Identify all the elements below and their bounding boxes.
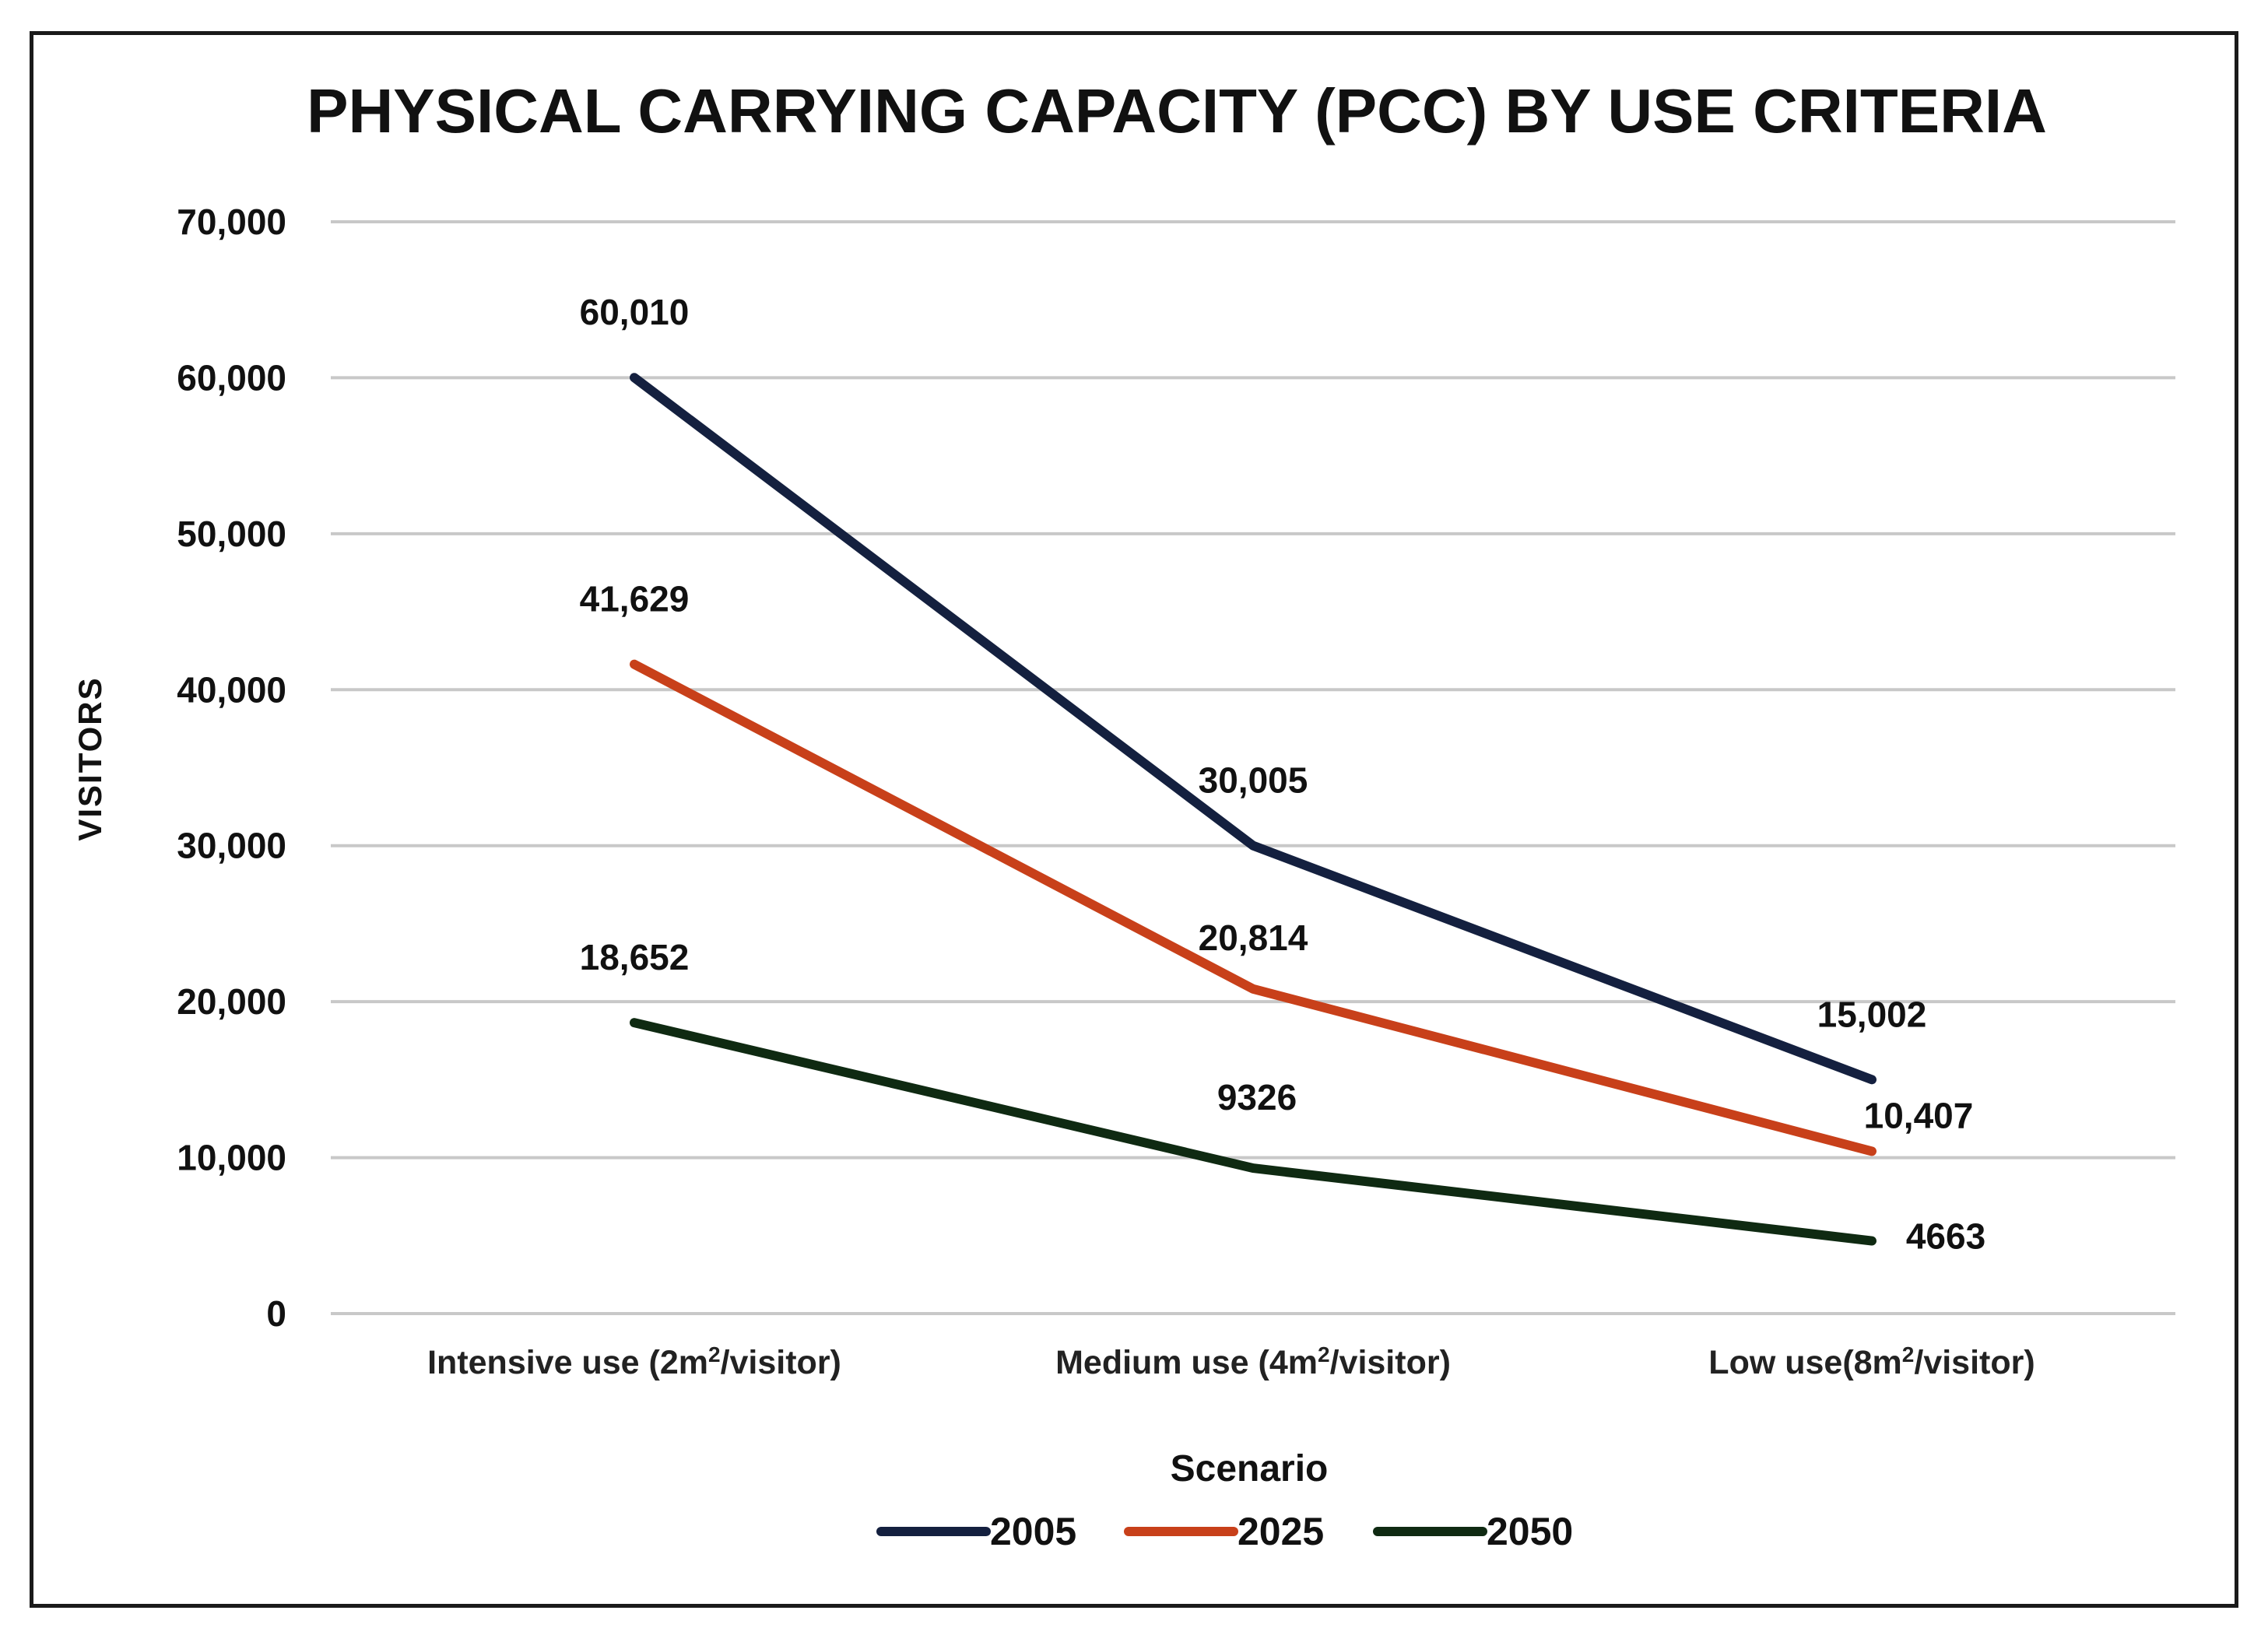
- y-tick-label: 30,000: [177, 826, 286, 866]
- y-tick-label: 10,000: [177, 1138, 286, 1178]
- chart-title: PHYSICAL CARRYING CAPACITY (PCC) BY USE …: [307, 76, 2047, 146]
- legend: 2005 2025 2050: [876, 1510, 1573, 1553]
- x-category-label: Intensive use (2m2/visitor): [427, 1342, 841, 1382]
- data-labels: 60,010 30,005 15,002 41,629 20,814 10,407 18,6…: [580, 292, 1986, 1256]
- data-label: 30,005: [1199, 760, 1308, 801]
- series-line-2050: [630, 1018, 1877, 1246]
- data-label: 4663: [1906, 1216, 1985, 1257]
- data-label: 41,629: [580, 579, 690, 619]
- series-line-2025: [630, 659, 1877, 1156]
- series-line-2005: [630, 373, 1877, 1085]
- x-category-label: Low use(8m2/visitor): [1708, 1342, 2035, 1382]
- x-axis-categories: Intensive use (2m2/visitor) Medium use (4…: [427, 1342, 2035, 1382]
- x-category-label: Medium use (4m2/visitor): [1055, 1342, 1451, 1382]
- y-tick-label: 50,000: [177, 514, 286, 554]
- y-tick-label: 0: [266, 1293, 286, 1334]
- data-label: 20,814: [1199, 917, 1308, 958]
- legend-label-2005: 2005: [990, 1510, 1076, 1553]
- series-lines: [630, 373, 1877, 1246]
- y-tick-label: 20,000: [177, 981, 286, 1022]
- y-tick-label: 40,000: [177, 669, 286, 710]
- y-axis-title: VISITORS: [72, 676, 108, 840]
- y-tick-label: 60,000: [177, 357, 286, 398]
- data-label: 9326: [1217, 1077, 1297, 1117]
- legend-title: Scenario: [1171, 1448, 1329, 1489]
- data-label: 60,010: [580, 292, 690, 332]
- gridlines: [331, 220, 2175, 1315]
- legend-label-2050: 2050: [1487, 1510, 1573, 1553]
- chart-frame: [30, 31, 2238, 1608]
- y-tick-label: 70,000: [177, 202, 286, 242]
- data-label: 15,002: [1817, 994, 1927, 1034]
- legend-label-2025: 2025: [1238, 1510, 1324, 1553]
- data-label: 18,652: [580, 937, 690, 977]
- data-label: 10,407: [1864, 1095, 1974, 1135]
- y-axis-ticks: 0 10,000 20,000 30,000 40,000 50,000 60,000 70,…: [177, 202, 286, 1334]
